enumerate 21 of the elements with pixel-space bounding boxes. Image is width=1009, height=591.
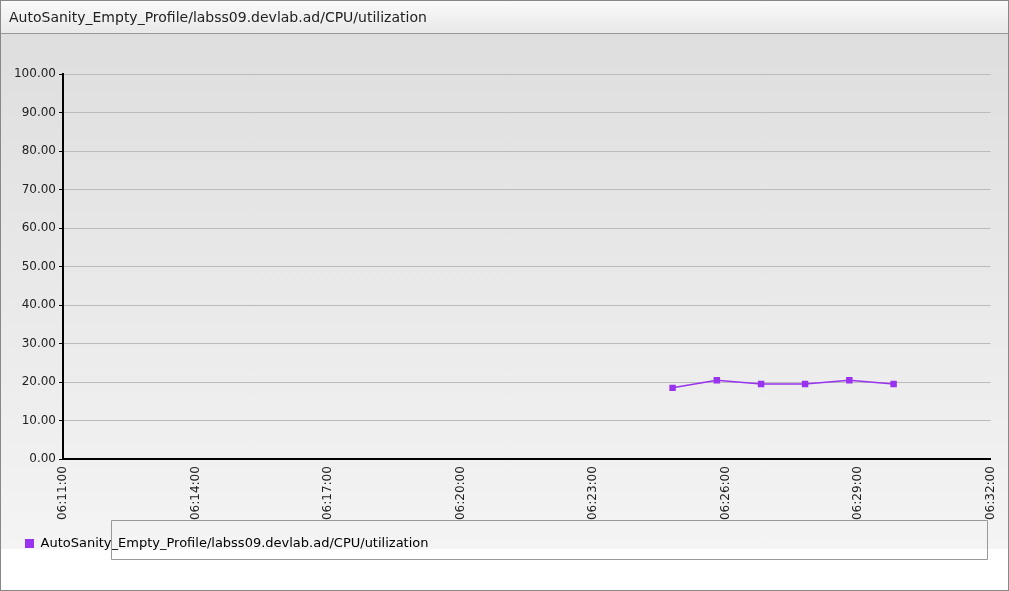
x-tick-label: 06:14:00 (187, 466, 202, 521)
y-tick-label: 50.00 (21, 258, 56, 273)
y-tick-label: 70.00 (21, 181, 56, 196)
y-tick-label: 90.00 (21, 104, 56, 119)
chart-title: AutoSanity_Empty_Profile/labss09.devlab.ad/CPU/utilization (1, 1, 1008, 34)
y-tick-label: 10.00 (21, 412, 56, 427)
x-tick-label: 06:11:00 (55, 466, 70, 521)
legend-label: AutoSanity_Empty_Profile/labss09.devlab.ad/CPU/utilization (40, 534, 429, 550)
y-tick-label: 60.00 (21, 220, 56, 235)
y-tick-label: 30.00 (21, 335, 56, 350)
x-tick-label: 06:29:00 (850, 466, 865, 521)
y-tick-label: 80.00 (21, 143, 56, 158)
x-tick-label: 06:23:00 (585, 466, 600, 521)
x-tick-label: 06:32:00 (982, 466, 997, 521)
y-tick-label: 100.00 (13, 66, 56, 81)
y-tick-label: 40.00 (21, 297, 56, 312)
y-tick-label: 0.00 (29, 451, 56, 466)
x-tick-label: 06:17:00 (320, 466, 335, 521)
x-tick-label: 06:26:00 (717, 466, 732, 521)
y-tick-label: 20.00 (21, 374, 56, 389)
x-tick-label: 06:20:00 (452, 466, 467, 521)
